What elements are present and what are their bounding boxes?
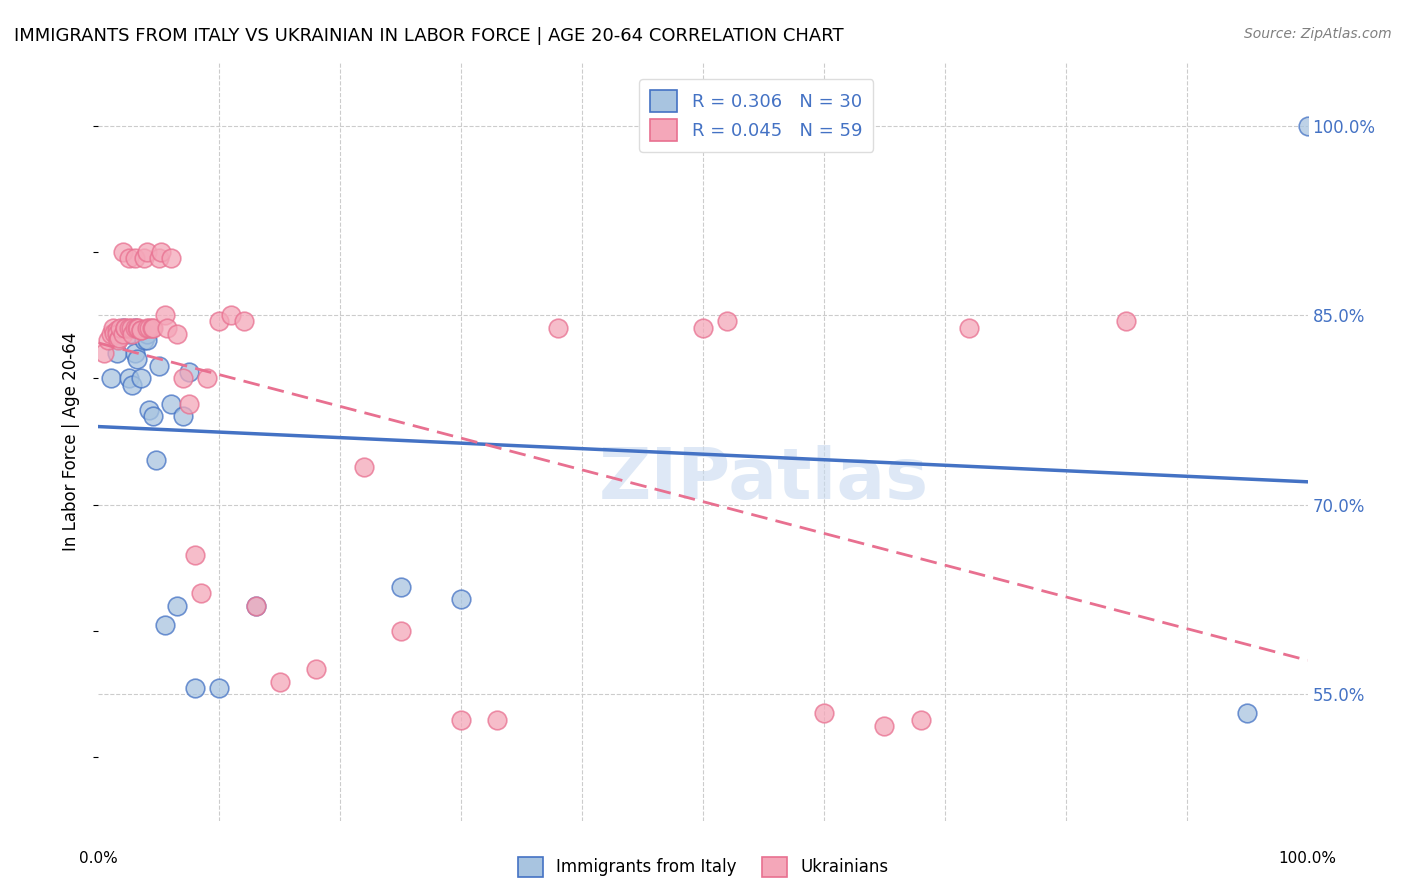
Point: [269, 674, 291, 689]
Point: [450, 713, 472, 727]
Point: [245, 599, 267, 613]
Point: [208, 681, 231, 695]
Point: [389, 580, 412, 594]
Point: [716, 314, 738, 328]
Point: [124, 346, 146, 360]
Point: [957, 321, 980, 335]
Point: [100, 327, 122, 342]
Point: [150, 244, 173, 259]
Point: [93, 346, 115, 360]
Point: [124, 321, 146, 335]
Point: [111, 327, 134, 342]
Point: [105, 323, 128, 337]
Point: [148, 252, 170, 266]
Text: ZIPatlas: ZIPatlas: [599, 445, 928, 514]
Point: [1115, 314, 1137, 328]
Point: [121, 377, 143, 392]
Point: [179, 365, 201, 379]
Point: [129, 371, 152, 385]
Point: [118, 252, 141, 266]
Point: [141, 321, 163, 335]
Point: [305, 662, 328, 676]
Point: [111, 321, 134, 335]
Point: [221, 308, 243, 322]
Point: [156, 321, 179, 335]
Legend: Immigrants from Italy, Ukrainians: Immigrants from Italy, Ukrainians: [512, 850, 894, 884]
Point: [232, 314, 254, 328]
Point: [179, 396, 201, 410]
Point: [160, 252, 183, 266]
Point: [166, 327, 188, 342]
Point: [135, 327, 157, 342]
Point: [135, 321, 157, 335]
Point: [135, 334, 157, 348]
Point: [100, 371, 122, 385]
Point: [153, 617, 176, 632]
Point: [450, 592, 472, 607]
Point: [118, 321, 141, 335]
Point: [486, 713, 509, 727]
Point: [97, 334, 120, 348]
Point: [873, 719, 896, 733]
Point: [245, 599, 267, 613]
Point: [138, 321, 160, 335]
Point: [118, 371, 141, 385]
Point: [127, 352, 149, 367]
Point: [127, 321, 149, 335]
Text: 100.0%: 100.0%: [1278, 851, 1337, 866]
Point: [121, 327, 143, 342]
Point: [105, 327, 128, 342]
Point: [138, 403, 160, 417]
Point: [160, 396, 183, 410]
Point: [129, 323, 152, 337]
Point: [389, 624, 412, 639]
Point: [208, 314, 231, 328]
Legend: R = 0.306   N = 30, R = 0.045   N = 59: R = 0.306 N = 30, R = 0.045 N = 59: [640, 79, 873, 152]
Text: 0.0%: 0.0%: [79, 851, 118, 866]
Point: [1296, 119, 1319, 133]
Point: [134, 334, 156, 348]
Text: IMMIGRANTS FROM ITALY VS UKRAINIAN IN LABOR FORCE | AGE 20-64 CORRELATION CHART: IMMIGRANTS FROM ITALY VS UKRAINIAN IN LA…: [14, 27, 844, 45]
Point: [107, 334, 129, 348]
Point: [108, 331, 131, 345]
Point: [184, 681, 207, 695]
Point: [184, 548, 207, 563]
Point: [172, 371, 194, 385]
Point: [124, 321, 146, 335]
Point: [108, 321, 131, 335]
Point: [692, 321, 714, 335]
Point: [114, 323, 136, 337]
Point: [813, 706, 835, 721]
Point: [135, 244, 157, 259]
Point: [105, 346, 128, 360]
Point: [148, 359, 170, 373]
Point: [166, 599, 188, 613]
Point: [114, 321, 136, 335]
Point: [547, 321, 569, 335]
Point: [153, 308, 176, 322]
Point: [134, 252, 156, 266]
Point: [172, 409, 194, 424]
Point: [142, 409, 165, 424]
Point: [111, 244, 134, 259]
Point: [129, 323, 152, 337]
Text: Source: ZipAtlas.com: Source: ZipAtlas.com: [1244, 27, 1392, 41]
Point: [142, 321, 165, 335]
Point: [910, 713, 932, 727]
Point: [124, 252, 146, 266]
Point: [145, 453, 167, 467]
Point: [120, 321, 142, 335]
Point: [190, 586, 212, 600]
Point: [103, 326, 125, 340]
Point: [114, 321, 136, 335]
Y-axis label: In Labor Force | Age 20-64: In Labor Force | Age 20-64: [62, 332, 80, 551]
Point: [127, 321, 149, 335]
Point: [195, 371, 218, 385]
Point: [1236, 706, 1258, 721]
Point: [101, 321, 124, 335]
Point: [118, 327, 141, 342]
Point: [353, 459, 375, 474]
